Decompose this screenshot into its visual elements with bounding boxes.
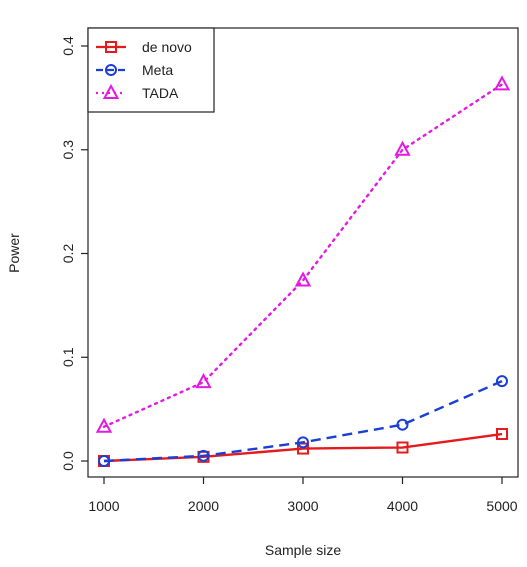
data-point-meta <box>98 455 110 467</box>
data-point-meta <box>197 449 210 462</box>
y-tick-label: 0.1 <box>60 347 76 367</box>
y-axis-title: Power <box>6 233 22 273</box>
y-axis: 0.0 0.1 0.2 0.3 0.4 <box>60 36 88 471</box>
y-tick-label: 0.0 <box>60 451 76 471</box>
data-point-tada <box>294 271 312 287</box>
series-line-tada <box>102 83 504 428</box>
series-line-meta <box>103 380 503 463</box>
legend: de novo Meta TADA <box>87 27 215 113</box>
legend-label: TADA <box>142 85 179 101</box>
data-point-tada <box>195 373 212 389</box>
x-tick-label: 2000 <box>188 498 219 514</box>
legend-item-meta: Meta <box>96 62 173 78</box>
series-tada <box>95 75 511 433</box>
series-meta <box>98 375 508 467</box>
y-tick-label: 0.3 <box>60 140 76 160</box>
data-point-tada <box>95 417 113 433</box>
x-tick-label: 3000 <box>287 498 318 514</box>
x-axis-title: Sample size <box>265 542 341 558</box>
data-point-de-novo <box>396 441 409 454</box>
series-layer <box>95 75 511 467</box>
data-point-meta <box>396 418 409 431</box>
legend-label: Meta <box>142 62 173 78</box>
data-point-de-novo <box>496 428 508 441</box>
legend-marker-meta <box>105 64 117 76</box>
y-tick-label: 0.2 <box>60 244 76 264</box>
data-point-meta <box>297 436 309 449</box>
data-point-de-novo <box>297 442 309 455</box>
x-axis: 1000 2000 3000 4000 5000 <box>88 477 518 514</box>
x-tick-label: 1000 <box>88 498 119 514</box>
legend-marker-tada <box>102 83 120 99</box>
legend-item-de-novo: de novo <box>96 39 192 55</box>
y-tick-label: 0.4 <box>60 36 76 56</box>
legend-item-tada: TADA <box>96 83 179 101</box>
data-point-tada <box>493 75 511 91</box>
legend-label: de novo <box>142 39 192 55</box>
x-tick-label: 5000 <box>486 498 517 514</box>
data-point-meta <box>496 375 508 388</box>
x-tick-label: 4000 <box>387 498 418 514</box>
data-point-tada <box>394 140 411 156</box>
legend-marker-de-novo <box>105 41 117 53</box>
